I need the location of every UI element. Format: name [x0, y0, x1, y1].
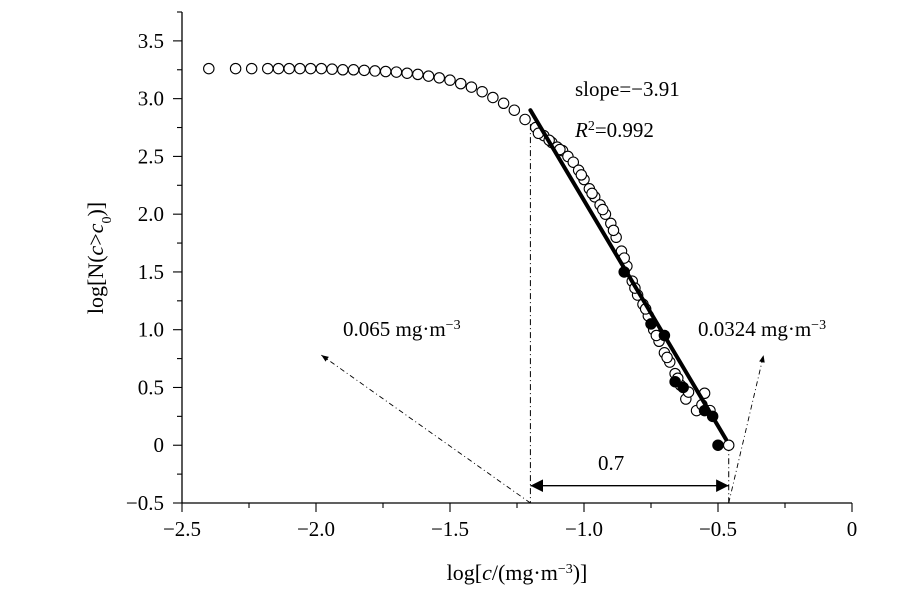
data-point — [476, 85, 488, 98]
data-point — [358, 64, 370, 77]
data-point — [487, 91, 499, 104]
data-point — [567, 156, 580, 168]
axis-tick-labels: −2.5 −2.0 −1.5 −1.0 −0.5 0 −0.5 0 0.5 1.0 1.5 2.0 2.… — [126, 29, 857, 541]
left-threshold-superscript: −3 — [446, 318, 461, 333]
data-point — [454, 77, 467, 90]
data-point — [390, 66, 403, 78]
x-tick-label: −0.5 — [699, 517, 737, 541]
r-squared-value: =0.992 — [595, 118, 654, 142]
y-tick-label: 2.0 — [138, 202, 164, 226]
data-point — [661, 351, 673, 364]
data-point — [575, 169, 588, 181]
r-squared-annotation: R2=0.992 — [574, 118, 654, 142]
data-point — [337, 64, 349, 76]
data-point — [433, 72, 446, 84]
y-axis-title: log[N(c>c0)] — [83, 202, 115, 314]
data-point — [369, 65, 381, 77]
data-points — [203, 62, 735, 451]
data-point — [508, 104, 521, 116]
data-point — [677, 381, 689, 394]
data-point — [229, 62, 242, 75]
y-tick-label: 2.5 — [138, 144, 164, 168]
data-point — [586, 187, 598, 200]
slope-annotation: slope=−3.91 — [575, 77, 680, 101]
axis-ticks — [173, 11, 853, 512]
data-point — [326, 63, 338, 75]
pointer-arrow-right — [728, 355, 765, 504]
right-threshold-label: 0.0324 mg·m−3 — [698, 317, 826, 341]
x-tick-label: −2.0 — [297, 517, 335, 541]
right-threshold-superscript: −3 — [811, 318, 826, 333]
data-point — [245, 62, 258, 75]
data-point — [272, 62, 285, 75]
data-point — [412, 68, 424, 81]
data-point — [465, 81, 478, 93]
r-squared-superscript: 2 — [588, 119, 595, 134]
data-point — [401, 67, 413, 79]
data-point — [203, 62, 215, 75]
data-point — [597, 203, 609, 216]
data-point — [262, 62, 274, 75]
pointer-arrow-left — [321, 354, 531, 504]
left-threshold-text: 0.065 mg·m — [343, 317, 446, 341]
x-axis-title: log[c/(mg·m−3)] — [447, 560, 588, 585]
data-point — [379, 65, 392, 78]
data-point — [283, 62, 295, 75]
r-squared-symbol: R — [574, 118, 588, 142]
data-point — [669, 375, 681, 388]
y-tick-label: −0.5 — [126, 491, 164, 515]
regression-fit-line — [528, 108, 729, 442]
x-tick-label: −1.0 — [565, 517, 603, 541]
y-tick-label: 3.5 — [138, 29, 164, 53]
data-point — [607, 224, 620, 237]
data-point — [722, 439, 735, 451]
data-point — [315, 62, 328, 75]
data-point — [712, 439, 724, 451]
y-tick-label: 0 — [154, 433, 165, 457]
data-point — [294, 62, 306, 75]
x-tick-label: 0 — [847, 517, 858, 541]
span-label: 0.7 — [598, 451, 624, 475]
data-point — [444, 74, 456, 86]
data-point — [519, 113, 531, 126]
left-threshold-label: 0.065 mg·m−3 — [343, 317, 461, 341]
y-tick-label: 3.0 — [138, 87, 164, 111]
x-tick-label: −1.5 — [431, 517, 469, 541]
y-tick-label: 0.5 — [138, 375, 164, 399]
data-point — [497, 97, 510, 110]
data-point — [304, 62, 317, 75]
y-tick-label: 1.5 — [138, 260, 164, 284]
data-point — [347, 64, 360, 76]
data-point — [422, 70, 435, 82]
x-tick-label: −2.5 — [163, 517, 201, 541]
y-tick-label: 1.0 — [138, 318, 164, 342]
right-threshold-text: 0.0324 mg·m — [698, 317, 811, 341]
